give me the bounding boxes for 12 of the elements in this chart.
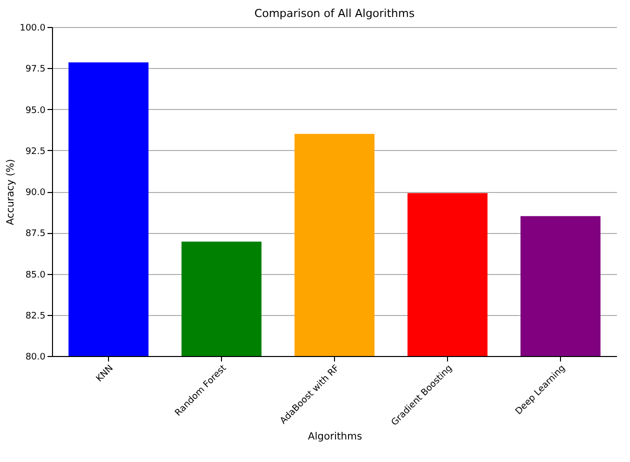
y-tick-label: 100.0 [20,24,46,34]
y-tick-label: 85.0 [25,270,46,280]
y-tick-label: 80.0 [25,352,46,362]
y-tick-label: 92.5 [25,146,46,157]
y-tick-label: 87.5 [25,229,46,240]
y-tick-label: 95.0 [25,106,46,116]
x-axis-title: Algorithms [308,431,362,442]
chart-title: Comparison of All Algorithms [254,7,415,20]
y-tick-label: 97.5 [25,64,46,75]
y-axis-title: Accuracy (%) [6,158,17,226]
y-tick-label: 82.5 [25,311,46,322]
y-tick-label: 90.0 [25,188,46,198]
